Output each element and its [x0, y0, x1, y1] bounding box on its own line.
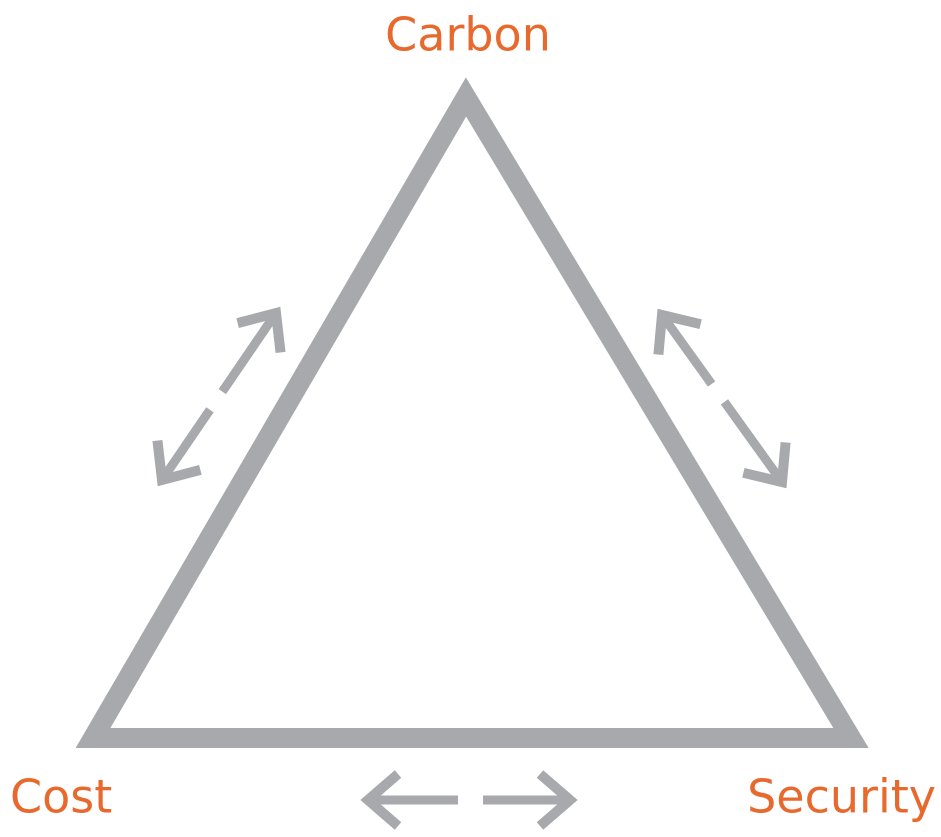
node-label: Security [747, 770, 936, 824]
node-label: Cost [10, 770, 112, 824]
node-label: Carbon [385, 8, 551, 62]
tradeoff-arrow [653, 308, 791, 489]
tradeoff-arrow [152, 306, 286, 487]
